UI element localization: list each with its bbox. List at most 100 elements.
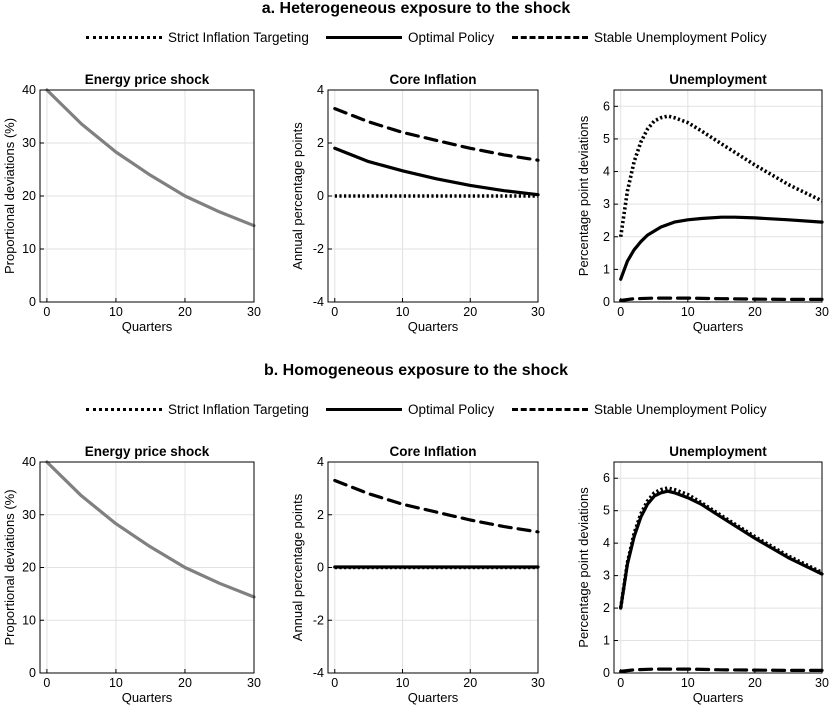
legend-swatch-dotted	[86, 35, 162, 39]
chart-b-unemployment: Unemployment 0 10 20 30 0 1 2 3 4 5 6 Quarters Percen…	[576, 444, 829, 705]
y-axis-label: Percentage point deviations	[576, 115, 591, 276]
y-tick-label: 30	[22, 136, 36, 150]
chart-a-core-inflation: Core Inflation 0 10 20 30 -4 -2 0 2 4 Quarters Annu…	[290, 72, 545, 334]
y-tick-label: -4	[313, 666, 324, 680]
legend-label: Optimal Policy	[408, 29, 495, 45]
x-axis-label: Quarters	[408, 319, 459, 334]
chart-title: Core Inflation	[390, 444, 477, 459]
series-line-solid	[45, 88, 256, 228]
chart-a-energy-price-shock: Energy price shock 0 10 20 30 0 10 20 30 40 Quarte…	[2, 72, 261, 334]
x-tick-label: 30	[247, 676, 261, 690]
y-tick-label: 2	[603, 601, 610, 615]
legend-label: Stable Unemployment Policy	[594, 29, 767, 45]
series-line-solid	[619, 489, 824, 610]
y-axis-label: Annual percentage points	[290, 122, 305, 270]
legend-item-optimal-policy: Optimal Policy	[326, 398, 494, 420]
legend-swatch-dashed	[512, 35, 588, 39]
legend-swatch-solid	[326, 35, 402, 39]
x-tick-label: 30	[247, 305, 261, 319]
x-tick-label: 20	[748, 676, 762, 690]
y-tick-label: 0	[603, 666, 610, 680]
legend-item-optimal-policy: Optimal Policy	[326, 26, 494, 48]
y-axis-label: Proportional deviations (%)	[2, 118, 17, 274]
y-tick-label: 3	[603, 569, 610, 583]
y-tick-label: 4	[317, 455, 324, 469]
legend-swatch-dotted	[86, 407, 162, 411]
y-tick-label: 0	[317, 189, 324, 203]
x-tick-label: 0	[43, 305, 50, 319]
x-tick-label: 0	[331, 676, 338, 690]
y-tick-label: 4	[603, 536, 610, 550]
y-tick-label: 2	[317, 136, 324, 150]
y-axis-label: Proportional deviations (%)	[2, 489, 17, 645]
x-tick-label: 30	[531, 676, 545, 690]
y-tick-label: 0	[603, 295, 610, 309]
x-tick-label: 20	[178, 676, 192, 690]
x-tick-label: 20	[463, 676, 477, 690]
y-tick-label: 10	[22, 613, 36, 627]
series-line-dashed	[333, 478, 540, 534]
chart-a-unemployment: Unemployment 0 10 20 30 0 1 2 3 4 5 6 Quarters Percen…	[576, 72, 829, 334]
x-tick-label: 0	[43, 676, 50, 690]
y-axis-label: Annual percentage points	[290, 493, 305, 641]
y-tick-label: 2	[603, 230, 610, 244]
y-tick-label: -2	[313, 242, 324, 256]
chart-title: Energy price shock	[85, 444, 210, 459]
x-axis-label: Quarters	[408, 690, 459, 705]
series-line-dashed	[333, 106, 540, 162]
series-line-solid	[619, 215, 824, 281]
y-tick-label: -4	[313, 295, 324, 309]
y-tick-label: 5	[603, 132, 610, 146]
x-tick-label: 10	[109, 676, 123, 690]
x-axis-label: Quarters	[693, 690, 744, 705]
y-tick-label: 20	[22, 561, 36, 575]
x-tick-label: 0	[617, 676, 624, 690]
x-tick-label: 30	[815, 676, 829, 690]
legend-label: Optimal Policy	[408, 401, 495, 417]
x-tick-label: 20	[463, 305, 477, 319]
chart-title: Unemployment	[669, 72, 767, 87]
legend-label: Stable Unemployment Policy	[594, 401, 767, 417]
plot-frame	[613, 461, 823, 674]
plot-frame	[613, 89, 823, 303]
legend-item-strict-inflation: Strict Inflation Targeting	[86, 26, 309, 48]
x-tick-label: 0	[331, 305, 338, 319]
x-tick-label: 20	[178, 305, 192, 319]
series-line-dotted	[618, 486, 823, 609]
y-tick-label: 6	[603, 471, 610, 485]
y-tick-label: 40	[22, 455, 36, 469]
series-line-dashed	[619, 296, 824, 302]
y-tick-label: 20	[22, 189, 36, 203]
panel-b-title: b. Homogeneous exposure to the shock	[263, 362, 569, 379]
x-tick-label: 10	[396, 676, 410, 690]
y-tick-label: 6	[603, 99, 610, 113]
y-tick-label: 30	[22, 508, 36, 522]
series-line-solid	[333, 146, 540, 197]
chart-b-energy-price-shock: Energy price shock 0 10 20 30 0 10 20 30 40 Quarte…	[2, 444, 261, 705]
x-tick-label: 10	[681, 676, 695, 690]
panel-a-legend: Strict Inflation Targeting Optimal Polic…	[0, 26, 832, 48]
chart-b-core-inflation: Core Inflation 0 10 20 30 -4 -2 0 2 4 Quarters Annu…	[290, 444, 545, 705]
x-tick-label: 10	[396, 305, 410, 319]
x-tick-label: 30	[815, 305, 829, 319]
chart-title: Core Inflation	[390, 72, 477, 87]
y-tick-label: 0	[29, 666, 36, 680]
y-tick-label: 40	[22, 83, 36, 97]
y-tick-label: 1	[603, 262, 610, 276]
y-tick-label: 5	[603, 504, 610, 518]
chart-title: Unemployment	[669, 444, 767, 459]
legend-label: Strict Inflation Targeting	[168, 29, 309, 45]
y-tick-label: 0	[317, 561, 324, 575]
y-axis-label: Percentage point deviations	[576, 487, 591, 648]
series-line-dashed	[619, 667, 824, 673]
y-tick-label: 4	[317, 83, 324, 97]
series-line-solid	[45, 460, 256, 599]
panel-b-legend: Strict Inflation Targeting Optimal Polic…	[0, 398, 832, 420]
y-tick-label: 10	[22, 242, 36, 256]
y-tick-label: 3	[603, 197, 610, 211]
y-tick-label: -2	[313, 613, 324, 627]
legend-swatch-dashed	[512, 407, 588, 411]
x-axis-label: Quarters	[122, 690, 173, 705]
y-tick-label: 4	[603, 165, 610, 179]
x-tick-label: 10	[681, 305, 695, 319]
